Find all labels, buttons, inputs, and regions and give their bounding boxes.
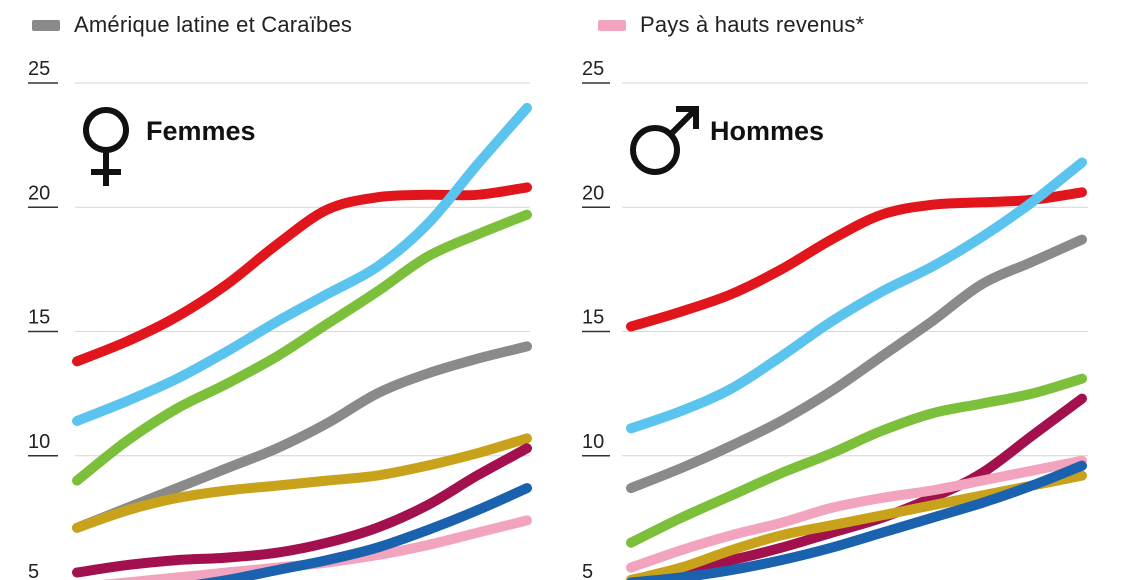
panel-title-femmes: Femmes (146, 116, 256, 146)
legend: Amérique latine et Caraïbes Pays à hauts… (0, 12, 1130, 42)
series-line (626, 187, 1087, 332)
grid-lines (75, 82, 530, 457)
chart-panel-femmes: 5 10 15 20 25 Femmes (28, 58, 532, 580)
series-lines (626, 157, 1087, 580)
series-line (626, 460, 1087, 580)
legend-label: Pays à hauts revenus* (640, 12, 865, 37)
legend-item-latin-america: Amérique latine et Caraïbes (32, 12, 352, 38)
legend-swatch (598, 19, 626, 31)
female-symbol-icon (83, 107, 129, 186)
legend-swatch (32, 19, 60, 31)
chart-panel-hommes: 5 10 15 20 25 Hommes (582, 58, 1088, 580)
y-tick-label: 20 (582, 182, 604, 204)
series-line (626, 157, 1087, 434)
series-line (626, 455, 1087, 573)
y-tick-label: 25 (582, 58, 604, 80)
series-line (72, 443, 532, 578)
y-axis-ticks: 5 10 15 20 25 (582, 58, 610, 580)
series-lines (72, 102, 532, 580)
y-tick-label: 5 (28, 561, 39, 580)
series-line (626, 373, 1087, 548)
y-tick-label: 15 (28, 307, 50, 329)
legend-item-high-income: Pays à hauts revenus* (598, 12, 864, 38)
series-line (626, 234, 1087, 494)
series-line (195, 483, 532, 580)
male-symbol-icon (630, 106, 699, 175)
y-tick-label: 25 (28, 58, 50, 80)
series-line (72, 102, 532, 426)
series-line (72, 433, 532, 533)
y-tick-label: 10 (28, 431, 50, 453)
series-line (626, 393, 1087, 580)
y-tick-label: 5 (582, 561, 593, 580)
y-axis-ticks: 5 10 15 20 25 (28, 58, 58, 580)
y-tick-label: 10 (582, 431, 604, 453)
series-line (72, 209, 532, 486)
panel-title-hommes: Hommes (710, 116, 824, 146)
series-line (72, 341, 532, 533)
legend-label: Amérique latine et Caraïbes (74, 12, 353, 37)
y-tick-label: 20 (28, 182, 50, 204)
y-tick-label: 15 (582, 307, 604, 329)
